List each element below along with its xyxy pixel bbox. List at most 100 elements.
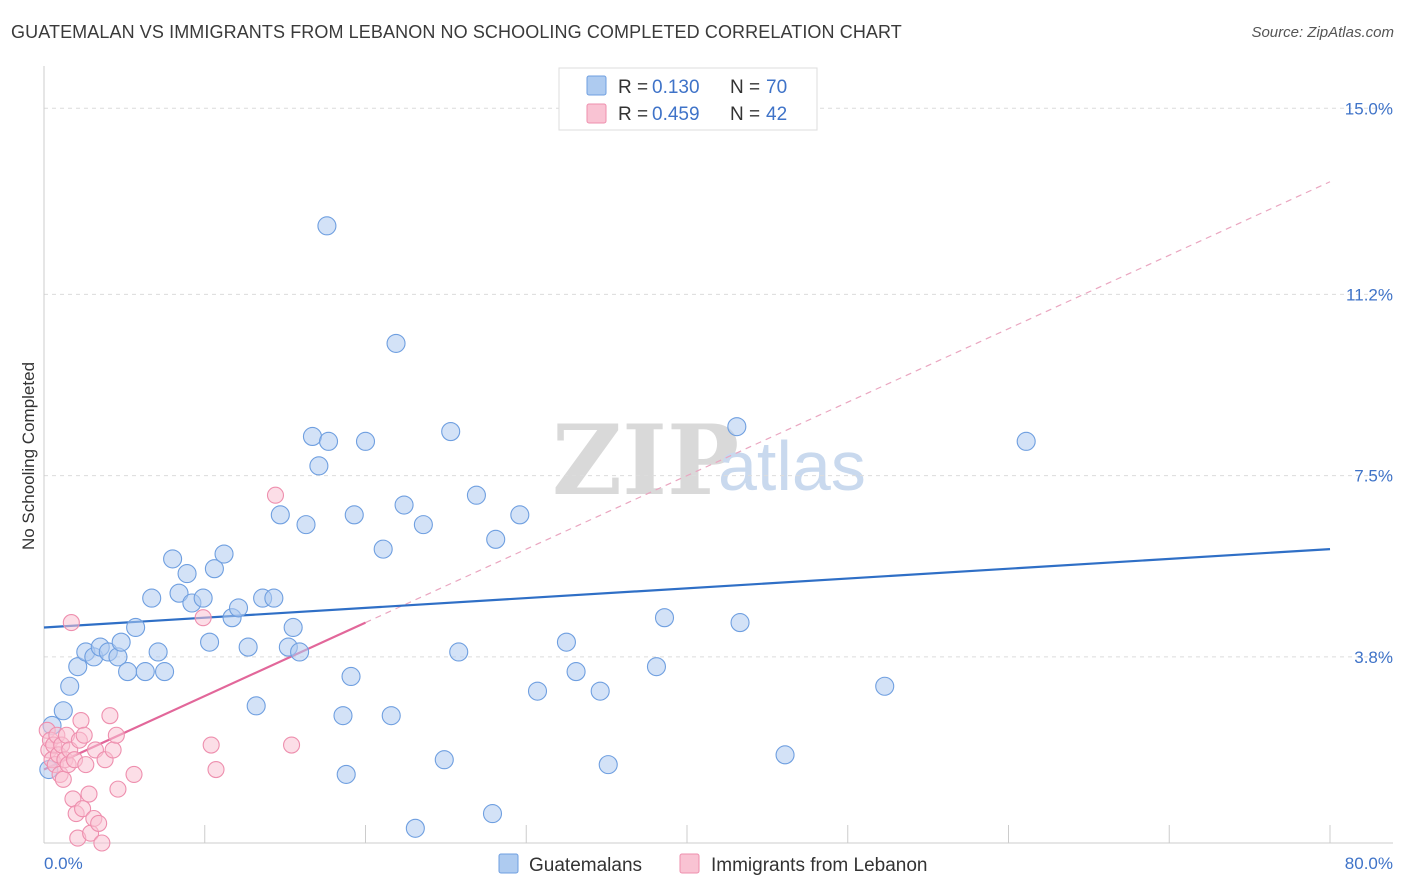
data-point <box>590 681 610 701</box>
data-point <box>373 539 393 559</box>
data-point <box>155 662 175 682</box>
chart-source: Source: ZipAtlas.com <box>1251 24 1394 41</box>
data-point <box>148 642 168 662</box>
legend-r-value-1: 0.130 <box>652 77 700 98</box>
data-point <box>228 598 249 618</box>
data-point <box>163 549 183 569</box>
data-point <box>875 676 895 696</box>
data-point <box>264 588 284 608</box>
data-point <box>441 422 461 442</box>
data-point <box>730 613 750 633</box>
data-point <box>566 662 586 682</box>
x-tick-label-right: 80.0% <box>1345 854 1393 873</box>
data-point <box>80 785 98 803</box>
data-point <box>193 588 213 608</box>
y-tick-label: 15.0% <box>1345 99 1393 118</box>
trend-line-extension <box>365 181 1331 624</box>
data-point <box>775 745 795 765</box>
data-point <box>344 505 364 525</box>
data-point <box>93 834 111 852</box>
data-point <box>74 800 92 818</box>
watermark-zip: ZIP <box>552 404 739 517</box>
data-point <box>318 431 339 451</box>
data-point <box>290 642 310 662</box>
data-point <box>169 583 189 603</box>
data-point <box>90 814 108 832</box>
legend-swatch-guatemalans <box>586 75 607 96</box>
watermark-atlas: atlas <box>718 427 866 505</box>
data-point <box>266 486 285 504</box>
data-point <box>177 564 197 584</box>
data-point <box>101 707 119 725</box>
data-point <box>194 609 212 627</box>
trend-line-guatemalans <box>43 548 1331 629</box>
bottom-legend-label-guatemalans: Guatemalans <box>529 855 642 876</box>
axes <box>43 66 1393 844</box>
data-point <box>107 726 125 744</box>
data-point <box>482 804 503 824</box>
data-point <box>109 780 127 798</box>
data-point <box>214 544 234 564</box>
data-point <box>309 456 329 476</box>
data-point <box>381 706 401 726</box>
data-point <box>355 431 376 451</box>
data-point <box>405 818 425 838</box>
data-point <box>238 637 258 657</box>
legend-swatch-lebanon <box>586 103 607 124</box>
data-point <box>386 333 406 353</box>
legend-n-value-2: 42 <box>766 104 787 125</box>
data-point <box>413 515 433 535</box>
series-guatemalans <box>39 216 1036 838</box>
chart-title: GUATEMALAN VS IMMIGRANTS FROM LEBANON NO… <box>11 22 902 42</box>
grid <box>44 107 1393 658</box>
watermark: ZIP atlas <box>552 404 866 517</box>
data-point <box>434 750 454 770</box>
data-point <box>333 706 353 726</box>
legend-r-label-2: R = <box>618 104 648 125</box>
data-point <box>54 770 72 788</box>
data-point <box>111 632 131 652</box>
data-point <box>207 760 225 779</box>
data-point <box>394 495 414 515</box>
data-point <box>270 505 290 525</box>
data-point <box>449 642 469 662</box>
x-tick-label-left: 0.0% <box>44 854 83 873</box>
data-point <box>317 216 337 236</box>
data-point <box>646 657 667 677</box>
data-point <box>77 756 95 774</box>
data-point <box>204 559 224 579</box>
series-lebanon <box>38 486 301 852</box>
data-point <box>302 426 323 447</box>
data-point <box>125 765 143 783</box>
legend-r-value-2: 0.459 <box>652 104 700 125</box>
data-point <box>296 515 316 535</box>
data-point <box>72 711 90 730</box>
data-point <box>466 485 486 505</box>
data-point <box>62 614 80 632</box>
legend-n-label-1: N = <box>730 77 760 98</box>
bottom-legend-label-lebanon: Immigrants from Lebanon <box>711 855 928 876</box>
data-point <box>104 741 122 759</box>
data-point <box>486 529 506 549</box>
y-tick-label: 11.2% <box>1346 285 1393 304</box>
data-point <box>246 696 266 716</box>
data-point <box>126 617 146 638</box>
data-point <box>336 764 356 784</box>
data-points <box>38 216 1036 852</box>
data-point <box>283 736 301 754</box>
data-point <box>200 632 220 652</box>
bottom-legend-swatch-lebanon <box>679 853 700 874</box>
data-point <box>142 588 162 608</box>
bottom-legend: Guatemalans Immigrants from Lebanon <box>498 853 928 876</box>
legend-n-label-2: N = <box>730 104 760 125</box>
data-point <box>118 662 138 682</box>
bottom-legend-swatch-guatemalans <box>498 853 519 874</box>
data-point <box>60 676 80 696</box>
legend-r-label-1: R = <box>618 77 648 98</box>
y-axis-title: No Schooling Completed <box>19 362 38 550</box>
data-point <box>341 666 361 687</box>
legend: R = 0.130 N = 70 R = 0.459 N = 42 <box>558 67 818 131</box>
data-point <box>654 608 675 628</box>
data-point <box>510 505 530 525</box>
